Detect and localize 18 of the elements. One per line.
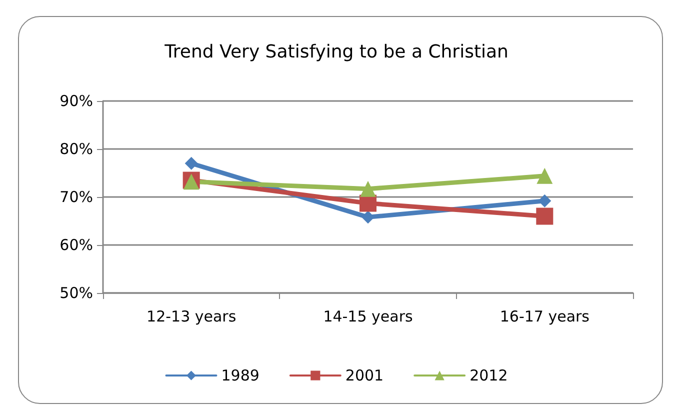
y-tick-label: 80%: [60, 140, 93, 158]
x-tick-label: 16-17 years: [500, 308, 590, 326]
point: [536, 168, 553, 184]
chart-title: Trend Very Satisfying to be a Christian: [164, 42, 508, 62]
point: [184, 156, 198, 170]
x-tick-label: 14-15 years: [323, 308, 413, 326]
point: [538, 194, 552, 208]
y-tick-label: 50%: [60, 284, 93, 302]
legend-label: 2001: [345, 366, 384, 384]
legend-label: 2012: [470, 366, 508, 384]
y-tick-label: 60%: [60, 236, 93, 254]
point: [360, 180, 376, 197]
legend-label: 1989: [221, 366, 260, 384]
y-tick-label: 90%: [60, 92, 93, 110]
point: [536, 208, 554, 225]
y-tick-label: 70%: [60, 188, 93, 206]
x-tick-label: 12-13 years: [146, 308, 236, 326]
point: [362, 210, 374, 224]
